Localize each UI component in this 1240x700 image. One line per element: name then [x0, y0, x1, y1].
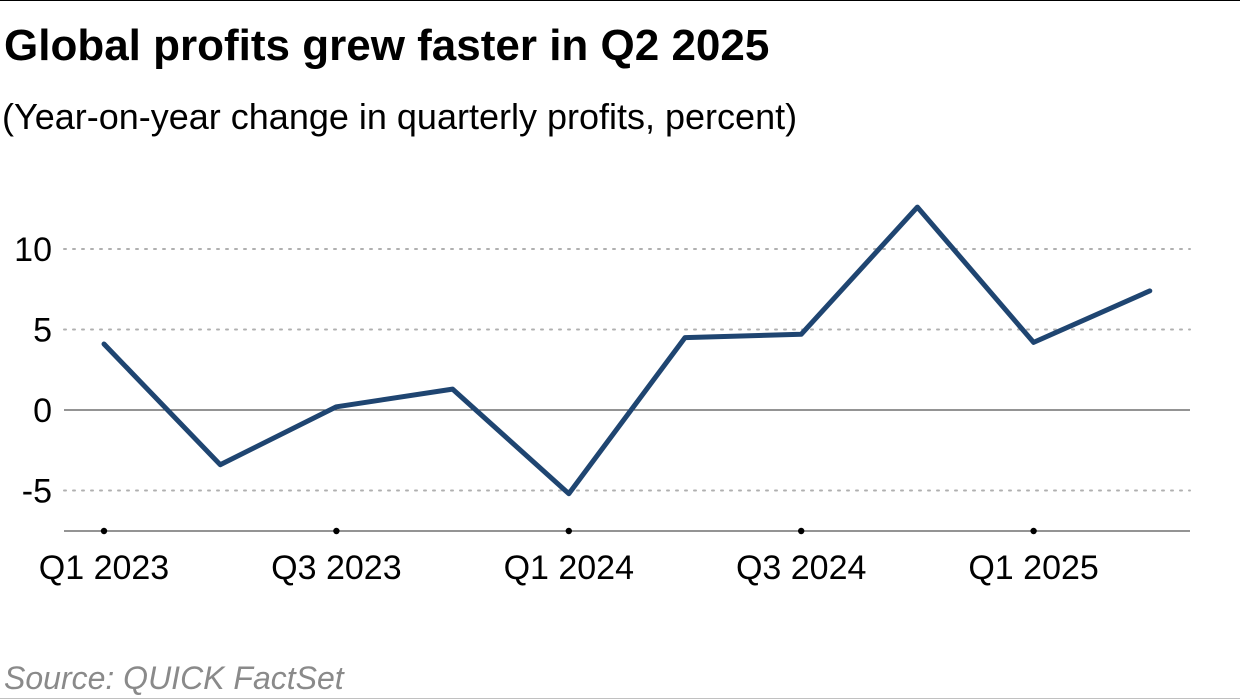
x-tick-label: Q1 2024: [504, 549, 634, 587]
source-note: Source: QUICK FactSet: [4, 660, 344, 696]
x-tick-mark: [798, 527, 805, 535]
x-tick-mark: [100, 527, 108, 535]
x-tick-mark: [565, 527, 572, 535]
chart-title: Global profits grew faster in Q2 2025: [4, 21, 770, 70]
y-tick-label: -5: [22, 473, 52, 511]
series-line: [101, 204, 1153, 497]
chart-subtitle: (Year-on-year change in quarterly profit…: [2, 96, 798, 137]
x-tick-label: Q3 2023: [271, 549, 401, 587]
y-tick-label: 10: [14, 231, 52, 269]
x-tick-label: Q1 2025: [968, 549, 1098, 587]
line-chart: 10 5 0 -5 Q1 2023 Q3 2023 Q1 2024 Q3 2024 Q1 202…: [14, 204, 1191, 587]
label-layer: 10 5 0 -5 Q1 2023 Q3 2023 Q1 2024 Q3 2024 Q1 202…: [14, 231, 1099, 587]
x-tick-label: Q1 2023: [39, 549, 169, 587]
top-rule: [0, 0, 1240, 1]
y-tick-label: 0: [33, 392, 52, 430]
series-layer: [101, 204, 1153, 497]
axis-layer: [64, 527, 1190, 535]
grid-layer: [63, 248, 1191, 492]
bottom-rule: [0, 698, 1240, 699]
x-tick-mark: [1030, 527, 1037, 535]
x-tick-mark: [333, 527, 340, 535]
x-tick-label: Q3 2024: [736, 549, 866, 587]
y-tick-label: 5: [33, 312, 52, 350]
